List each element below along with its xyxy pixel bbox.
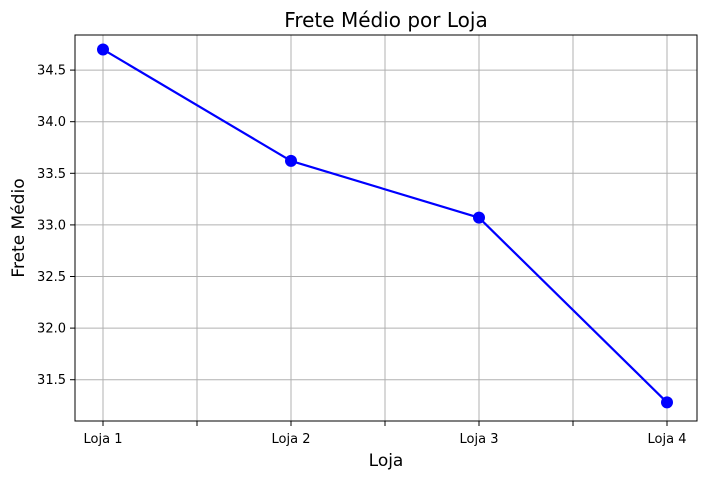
x-tick-label: Loja 1 xyxy=(84,432,123,447)
y-tick-label: 33.5 xyxy=(37,167,66,182)
series-frete-medio xyxy=(97,43,673,409)
grid xyxy=(75,35,697,421)
y-tick-label: 32.5 xyxy=(37,270,66,285)
y-tick-label: 34.5 xyxy=(37,64,66,79)
chart-title: Frete Médio por Loja xyxy=(284,8,487,32)
x-tick-label: Loja 2 xyxy=(272,432,311,447)
plot-area-frame xyxy=(74,34,698,422)
y-tick-label: 32.0 xyxy=(37,322,66,337)
axis-ticks: Loja 1 Loja 2 Loja 3 Loja 4 31.5 32.0 32.5 33.0… xyxy=(37,64,686,447)
y-tick-label: 34.0 xyxy=(37,115,66,130)
y-tick-label: 33.0 xyxy=(37,218,66,233)
data-point xyxy=(473,211,485,224)
y-axis-label: Frete Médio xyxy=(9,178,29,277)
y-tick-label: 31.5 xyxy=(37,373,66,388)
data-point xyxy=(97,43,109,56)
x-tick-label: Loja 4 xyxy=(648,432,687,447)
x-tick-label: Loja 3 xyxy=(460,432,499,447)
data-point xyxy=(661,396,673,409)
x-axis-label: Loja xyxy=(369,451,404,471)
data-point xyxy=(285,154,297,167)
series-line xyxy=(102,48,668,404)
